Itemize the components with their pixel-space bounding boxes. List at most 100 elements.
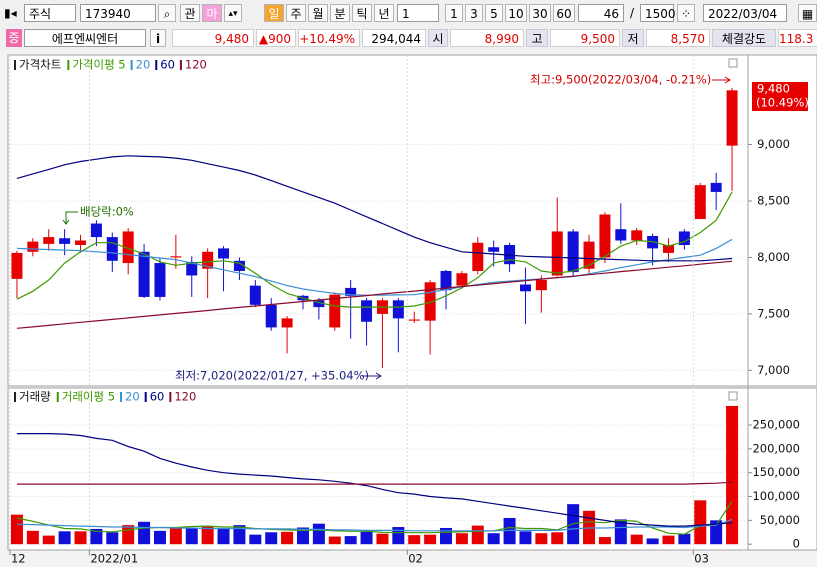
count-input[interactable]: 46 (578, 4, 624, 22)
period-button[interactable]: 일 (264, 4, 284, 22)
volume-bar (106, 532, 119, 545)
candle-body (265, 304, 277, 328)
interval-button[interactable]: 60 (553, 4, 575, 22)
candle-body (27, 241, 39, 252)
legend-marker (67, 60, 70, 70)
volume-bar (630, 534, 643, 545)
volume-bar (471, 525, 484, 545)
legend-entry: 60 (160, 58, 175, 72)
legend-marker (155, 60, 158, 70)
period-button[interactable]: 년 (374, 4, 394, 22)
low: 8,570 (646, 29, 710, 47)
y-tick-label: 7,500 (757, 306, 790, 320)
volume-bar (694, 500, 707, 545)
candle-body (599, 214, 611, 258)
candle-body (551, 231, 563, 276)
candle-body (361, 300, 373, 322)
moving-average (16, 433, 733, 527)
volume: 294,044 (362, 29, 426, 47)
y-tick-label: 9,000 (757, 137, 790, 151)
volume-bar (138, 521, 151, 545)
interval-button[interactable]: 10 (505, 4, 527, 22)
candle-body (313, 300, 325, 308)
market-select[interactable]: 주식 (24, 4, 76, 22)
tool-button[interactable]: ▦ (798, 4, 817, 22)
volume-bar (376, 533, 389, 545)
candle-body (249, 285, 261, 305)
high-note: 최고:9,500(2022/03/04, -0.21%) (530, 73, 711, 87)
candle-body (59, 238, 71, 244)
candle-body (710, 182, 722, 192)
volume-bar (408, 535, 421, 545)
volume-bar (169, 528, 182, 545)
volume-bar (519, 531, 532, 545)
volume-bar (265, 532, 278, 545)
candle-body (678, 231, 690, 245)
y-tick-label: 7,000 (757, 363, 790, 377)
y-tick-label: 8,500 (757, 193, 790, 207)
price: 9,480 (172, 29, 254, 47)
moving-average (16, 155, 733, 262)
interval-button[interactable]: 3 (465, 4, 483, 22)
total-input[interactable]: 1500 (640, 4, 676, 22)
candle-body (186, 261, 198, 276)
period-button[interactable]: 틱 (352, 4, 372, 22)
candle-body (519, 284, 531, 292)
candle-body (662, 245, 674, 253)
volume-bar (662, 535, 675, 545)
unit-select[interactable]: 1 (397, 4, 439, 22)
volume-bar (614, 519, 627, 545)
moving-average (16, 518, 733, 532)
volume-bar (281, 531, 294, 545)
search-button[interactable]: ⌕ (158, 4, 176, 22)
period-button[interactable]: 주 (286, 4, 306, 22)
volume-bar (153, 530, 166, 545)
volume-bar (487, 533, 500, 545)
volume-bar (678, 533, 691, 545)
x-tick-label: 12 (11, 552, 26, 566)
candle-body (281, 318, 293, 328)
candle-body (154, 263, 166, 297)
volume-bar (26, 530, 39, 545)
spinner[interactable]: ▴▾ (224, 4, 242, 22)
candle-body (535, 280, 547, 291)
legend-entry: 120 (185, 58, 207, 72)
last-change: (10.49%) (756, 96, 809, 110)
candle-body (488, 247, 500, 252)
candle-body (694, 185, 706, 220)
code-input[interactable]: 173940 (80, 4, 156, 22)
candle-body (345, 287, 357, 296)
y-tick-label: 200,000 (752, 441, 800, 455)
candle-body (233, 260, 245, 271)
panel-close[interactable] (728, 391, 738, 401)
legend-title: 가격차트 (19, 58, 61, 72)
volume-bar (598, 537, 611, 545)
y-tick-label: 150,000 (752, 465, 800, 479)
moving-average (16, 260, 733, 329)
info-button[interactable]: i (150, 29, 166, 47)
period-button[interactable]: 월 (308, 4, 328, 22)
interval-button[interactable]: 5 (485, 4, 503, 22)
interval-button[interactable]: 30 (529, 4, 551, 22)
candle-body (567, 231, 579, 273)
candle-body (122, 231, 134, 264)
open-label: 시 (428, 29, 448, 47)
badge: 증 (6, 29, 22, 47)
low-note: 최저:7,020(2022/01/27, +35.04%) (175, 369, 369, 383)
settings-button[interactable]: ⁘ (677, 4, 695, 22)
quote-bar: 증 에프엔씨엔터 i 9,480 ▲900 +10.49% 294,044 시 … (0, 26, 817, 50)
period-button[interactable]: 분 (330, 4, 350, 22)
date-input[interactable]: 2022/03/04 (703, 4, 787, 22)
mark-button[interactable]: 마 (202, 4, 222, 22)
volume-bar (249, 534, 262, 545)
candle-body (392, 300, 404, 319)
volume-bar (726, 405, 739, 545)
candle-body (408, 319, 420, 321)
interval-button[interactable]: 1 (445, 4, 463, 22)
menu-icon[interactable]: ▮◂ (4, 6, 17, 20)
volume-bar (424, 534, 437, 545)
panel-close[interactable] (728, 58, 738, 68)
candle-body (472, 242, 484, 271)
watch-button[interactable]: 관 (180, 4, 200, 22)
